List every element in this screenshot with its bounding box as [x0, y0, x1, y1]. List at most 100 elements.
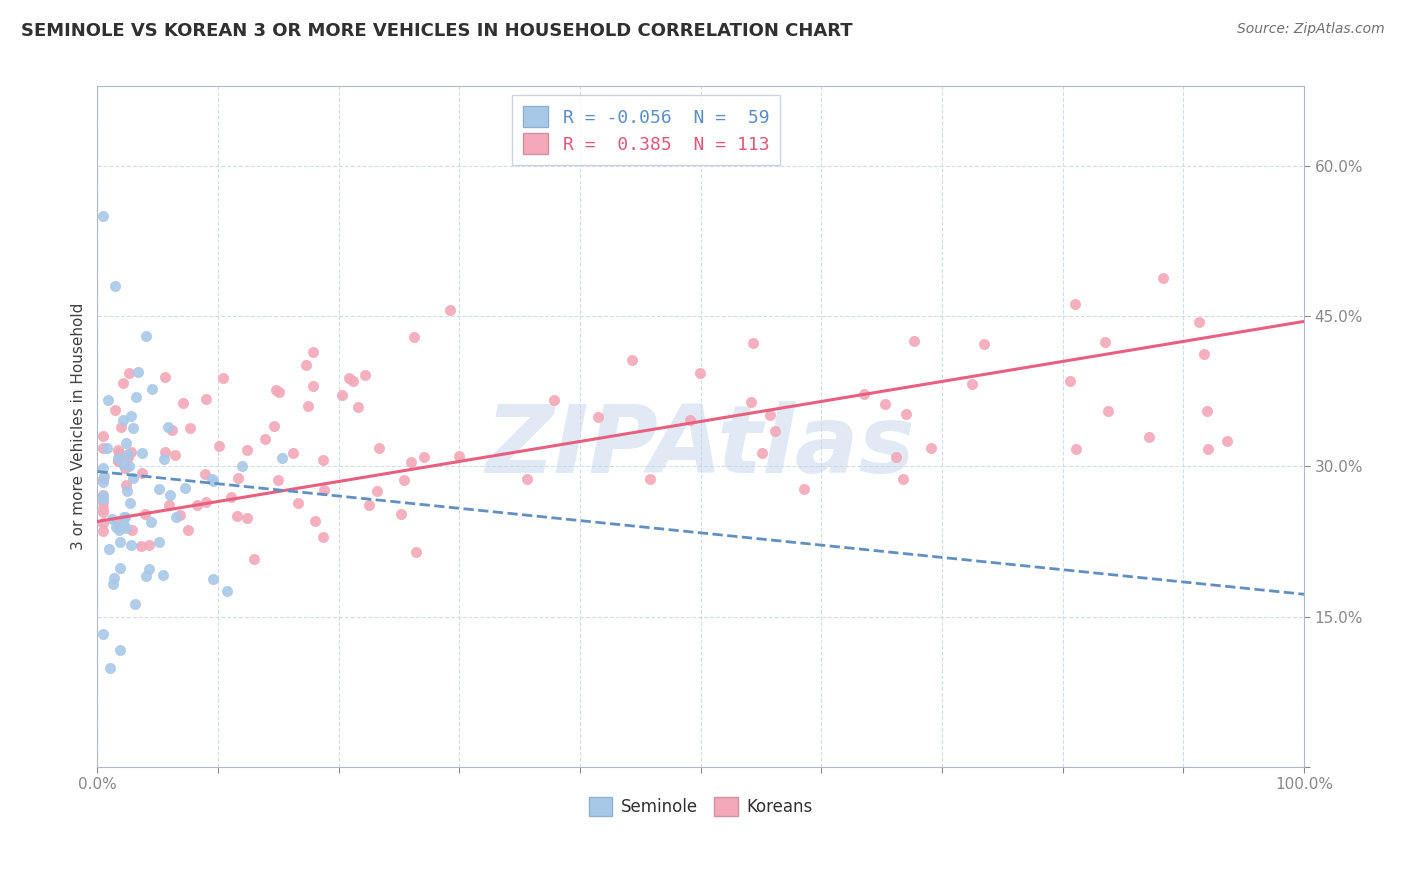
- Point: [751, 445, 773, 459]
- Point: [127, 365, 149, 379]
- Point: [148, 534, 170, 549]
- Point: [112, 457, 135, 471]
- Point: [314, 483, 336, 497]
- Point: [208, 439, 231, 453]
- Point: [120, 444, 142, 458]
- Point: [367, 441, 389, 455]
- Point: [1192, 347, 1215, 361]
- Point: [107, 453, 129, 467]
- Point: [93, 475, 115, 489]
- Point: [389, 507, 412, 521]
- Point: [1197, 404, 1219, 418]
- Point: [1094, 335, 1116, 350]
- Point: [973, 336, 995, 351]
- Point: [93, 489, 115, 503]
- Point: [884, 450, 907, 464]
- Point: [1059, 374, 1081, 388]
- Point: [93, 516, 115, 531]
- Point: [1188, 315, 1211, 329]
- Point: [740, 395, 762, 409]
- Point: [138, 562, 160, 576]
- Point: [179, 421, 201, 435]
- Point: [107, 443, 129, 458]
- Point: [270, 450, 292, 465]
- Point: [1137, 430, 1160, 444]
- Point: [104, 403, 127, 417]
- Point: [873, 397, 896, 411]
- Point: [114, 478, 136, 492]
- Point: [152, 568, 174, 582]
- Point: [302, 379, 325, 393]
- Point: [225, 509, 247, 524]
- Point: [117, 447, 139, 461]
- Point: [122, 471, 145, 485]
- Point: [903, 334, 925, 348]
- Point: [263, 418, 285, 433]
- Point: [118, 496, 141, 510]
- Text: Source: ZipAtlas.com: Source: ZipAtlas.com: [1237, 22, 1385, 37]
- Point: [354, 368, 377, 383]
- Point: [219, 490, 242, 504]
- Point: [235, 443, 257, 458]
- Point: [139, 515, 162, 529]
- Point: [169, 508, 191, 522]
- Point: [449, 449, 471, 463]
- Point: [215, 583, 238, 598]
- Point: [439, 303, 461, 318]
- Point: [93, 469, 115, 483]
- Point: [337, 371, 360, 385]
- Point: [404, 329, 426, 343]
- Point: [342, 374, 364, 388]
- Point: [311, 453, 333, 467]
- Point: [392, 473, 415, 487]
- Point: [186, 498, 208, 512]
- Legend: Seminole, Koreans: Seminole, Koreans: [582, 790, 820, 822]
- Point: [195, 495, 218, 509]
- Point: [357, 498, 380, 512]
- Point: [157, 498, 180, 512]
- Point: [107, 446, 129, 460]
- Point: [156, 420, 179, 434]
- Point: [114, 510, 136, 524]
- Point: [115, 436, 138, 450]
- Point: [96, 441, 118, 455]
- Point: [124, 597, 146, 611]
- Point: [104, 279, 127, 293]
- Point: [108, 523, 131, 537]
- Point: [107, 450, 129, 465]
- Point: [148, 482, 170, 496]
- Point: [163, 448, 186, 462]
- Point: [93, 492, 115, 507]
- Point: [202, 572, 225, 586]
- Point: [93, 472, 115, 486]
- Point: [194, 392, 217, 406]
- Point: [621, 353, 644, 368]
- Point: [1152, 270, 1174, 285]
- Point: [98, 661, 121, 675]
- Point: [287, 496, 309, 510]
- Y-axis label: 3 or more Vehicles in Household: 3 or more Vehicles in Household: [72, 302, 86, 550]
- Point: [165, 509, 187, 524]
- Point: [135, 569, 157, 583]
- Text: ZIPAtlas: ZIPAtlas: [486, 401, 915, 493]
- Point: [101, 577, 124, 591]
- Point: [894, 407, 917, 421]
- Point: [267, 473, 290, 487]
- Point: [105, 514, 128, 528]
- Point: [93, 488, 115, 502]
- Point: [112, 510, 135, 524]
- Point: [638, 472, 661, 486]
- Point: [330, 388, 353, 402]
- Point: [236, 510, 259, 524]
- Point: [212, 371, 235, 385]
- Point: [346, 401, 368, 415]
- Point: [160, 423, 183, 437]
- Point: [115, 484, 138, 499]
- Point: [153, 370, 176, 384]
- Point: [413, 450, 436, 464]
- Point: [172, 396, 194, 410]
- Point: [294, 358, 316, 372]
- Point: [108, 535, 131, 549]
- Point: [93, 524, 115, 538]
- Point: [242, 552, 264, 566]
